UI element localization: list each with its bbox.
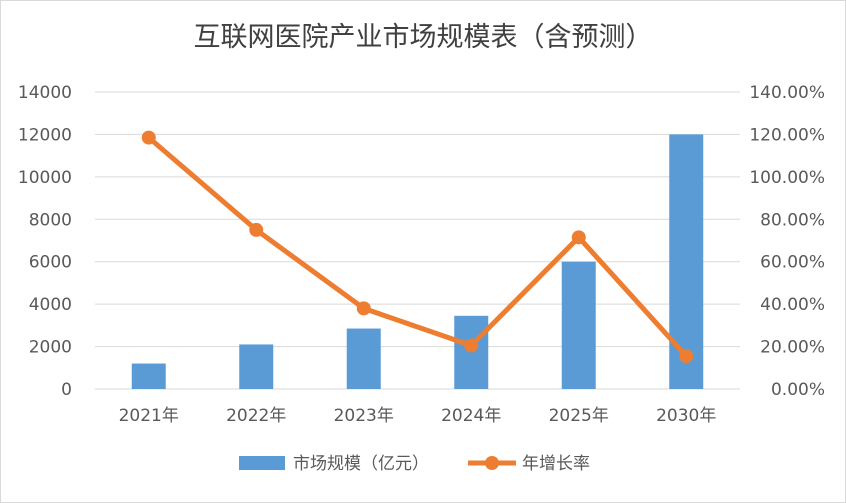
legend: 市场规模（亿元） 年增长率 — [239, 454, 590, 474]
y-right-tick-label: 60.00% — [760, 253, 825, 273]
bar — [346, 328, 381, 389]
x-tick-label: 2021年 — [119, 406, 179, 426]
bar-series — [131, 134, 704, 389]
y-left-tick-label: 14000 — [18, 83, 72, 103]
x-tick-label: 2022年 — [226, 406, 286, 426]
y-left-tick-label: 6000 — [29, 253, 72, 273]
bar — [561, 261, 596, 389]
y-right-tick-label: 20.00% — [760, 338, 825, 358]
y-right-tick-label: 140.00% — [749, 83, 825, 103]
line-series — [141, 130, 694, 364]
line-point — [249, 222, 264, 237]
x-tick-label: 2024年 — [441, 406, 501, 426]
y-left-tick-label: 8000 — [29, 210, 72, 230]
y-left-tick-label: 12000 — [18, 125, 72, 145]
line-point — [679, 349, 694, 364]
bar — [131, 363, 166, 389]
y-right-tick-label: 40.00% — [760, 295, 825, 315]
chart-title: 互联网医院产业市场规模表（含预测） — [194, 22, 653, 53]
y-right-tick-label: 0.00% — [771, 380, 825, 400]
bar — [239, 344, 274, 389]
line-point — [356, 301, 371, 316]
legend-bar-label: 市场规模（亿元） — [293, 454, 429, 474]
axis-labels: 0 2000 4000 6000 8000 10000 12000 14000 0.00% 20.… — [18, 83, 825, 426]
x-tick-label: 2030年 — [656, 406, 716, 426]
y-right-tick-label: 100.00% — [749, 168, 825, 188]
legend-bar-swatch — [239, 456, 285, 470]
line-point — [141, 130, 156, 145]
x-tick-label: 2023年 — [334, 406, 394, 426]
y-left-tick-label: 0 — [61, 380, 72, 400]
x-tick-label: 2025年 — [549, 406, 609, 426]
y-right-tick-label: 80.00% — [760, 210, 825, 230]
line-point — [464, 338, 479, 353]
gridlines — [95, 91, 740, 390]
y-left-tick-label: 10000 — [18, 168, 72, 188]
y-left-tick-label: 4000 — [29, 295, 72, 315]
legend-line-label: 年增长率 — [522, 454, 590, 474]
growth-line — [147, 135, 689, 358]
y-right-tick-label: 120.00% — [749, 125, 825, 145]
legend-line-marker — [485, 456, 499, 470]
line-point — [571, 230, 586, 245]
y-left-tick-label: 2000 — [29, 338, 72, 358]
